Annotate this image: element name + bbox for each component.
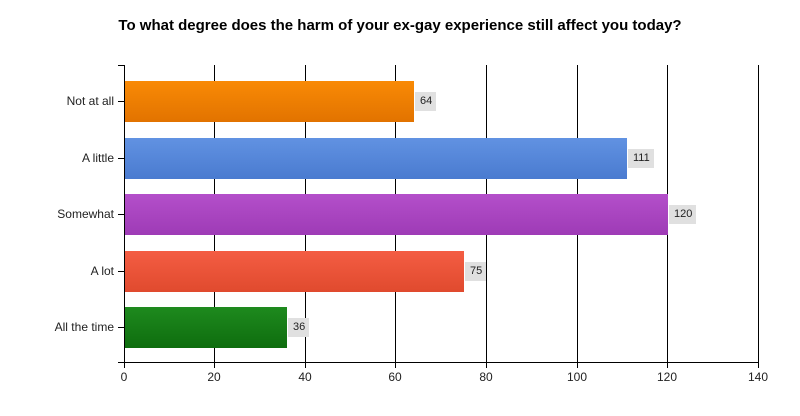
value-label: 120 [669,205,697,224]
x-tick-label: 120 [656,370,678,384]
x-tick-label: 100 [566,370,588,384]
x-tick-label: 60 [388,370,402,384]
value-label: 75 [465,262,487,281]
y-axis-tick [118,101,124,102]
x-axis-tick [758,362,759,368]
category-label: Somewhat [57,207,114,221]
x-tick-label: 0 [120,370,128,384]
category-label: Not at all [66,94,114,108]
value-label: 111 [628,149,654,168]
y-axis-tick [118,327,124,328]
x-tick-label: 80 [479,370,493,384]
value-label: 36 [288,318,310,337]
x-tick-label: 140 [747,370,769,384]
category-label: All the time [54,320,114,334]
x-tick-label: 20 [207,370,221,384]
value-label: 64 [415,92,437,111]
y-axis-tick [118,158,124,159]
category-label: A lot [90,264,114,278]
bar-a-little [125,138,627,179]
y-axis-tick [118,65,125,66]
y-axis-tick [118,271,124,272]
x-tick-label: 40 [298,370,312,384]
x-axis-tick [214,362,215,368]
bar-all-the-time [125,307,287,348]
category-label: A little [81,151,114,165]
bar-somewhat [125,194,668,235]
x-axis-tick [486,362,487,368]
x-axis-tick [395,362,396,368]
bar-not-at-all [125,81,414,122]
chart-title: To what degree does the harm of your ex-… [118,17,682,34]
gridline [758,65,759,362]
x-axis-tick [577,362,578,368]
x-axis-tick [124,362,125,368]
y-axis-tick [118,214,124,215]
x-axis-tick [305,362,306,368]
x-axis-tick [667,362,668,368]
bar-a-lot [125,251,464,292]
x-axis [118,362,759,363]
y-axis [124,65,125,362]
